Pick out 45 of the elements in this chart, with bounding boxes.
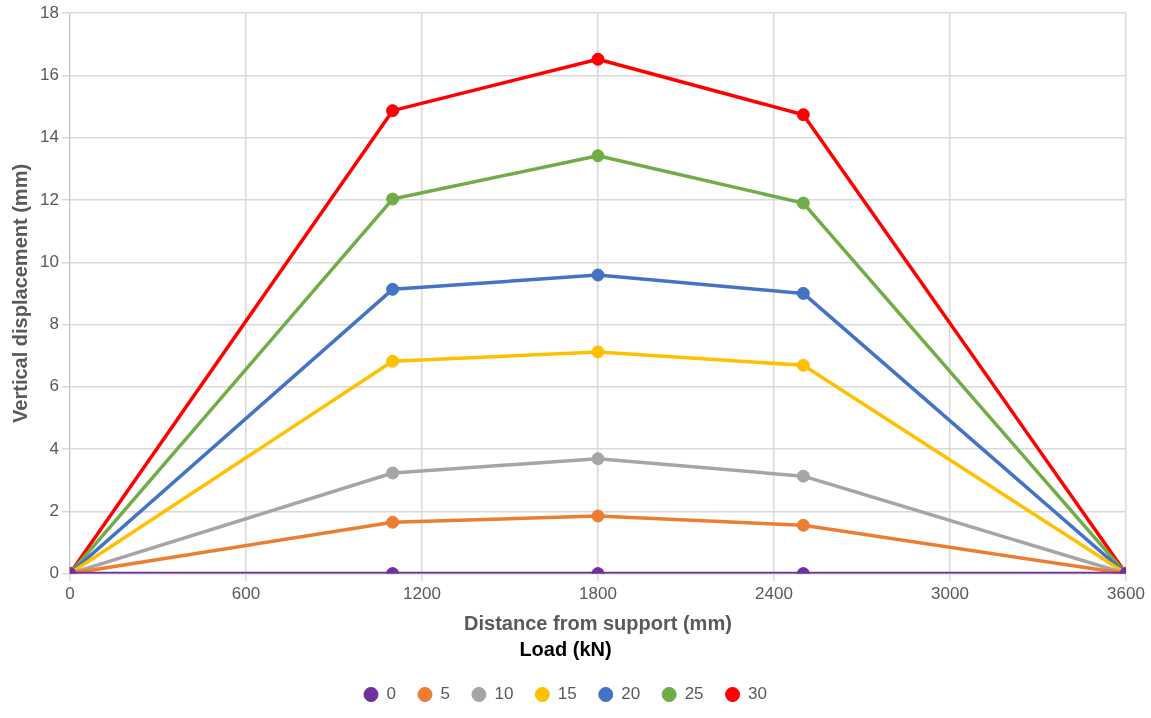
y-tick-label: 6 bbox=[49, 376, 59, 396]
point bbox=[386, 354, 400, 368]
point bbox=[796, 196, 810, 210]
y-tick-label: 16 bbox=[39, 65, 59, 85]
point bbox=[591, 268, 605, 282]
point bbox=[796, 358, 810, 372]
x-tick-label: 0 bbox=[65, 584, 75, 604]
point bbox=[591, 452, 605, 466]
legend-label: 20 bbox=[621, 684, 641, 704]
y-axis-title: Vertical displacement (mm) bbox=[8, 163, 31, 423]
point bbox=[386, 466, 400, 480]
legend-label: 25 bbox=[684, 684, 704, 704]
y-tick-label: 8 bbox=[49, 314, 59, 334]
point bbox=[386, 515, 400, 529]
point bbox=[591, 345, 605, 359]
legend-label: 0 bbox=[386, 684, 396, 704]
point bbox=[386, 282, 400, 296]
point bbox=[591, 149, 605, 163]
point bbox=[796, 518, 810, 532]
x-axis-title: Distance from support (mm) bbox=[464, 611, 732, 634]
point bbox=[796, 469, 810, 483]
point bbox=[591, 52, 605, 66]
y-tick-label: 0 bbox=[49, 563, 59, 583]
y-tick-label: 18 bbox=[39, 2, 59, 22]
y-tick-label: 12 bbox=[39, 189, 59, 209]
point bbox=[796, 286, 810, 300]
legend-label: 10 bbox=[494, 684, 514, 704]
x-tick-label: 1200 bbox=[403, 584, 441, 604]
point bbox=[386, 192, 400, 206]
y-tick-label: 4 bbox=[49, 438, 59, 458]
legend-label: 5 bbox=[440, 684, 450, 704]
x-tick-label: 600 bbox=[231, 584, 261, 604]
x-tick-label: 2400 bbox=[755, 584, 793, 604]
legend-title: Load (kN) bbox=[519, 637, 612, 660]
y-tick-label: 14 bbox=[39, 127, 59, 147]
point bbox=[796, 108, 810, 122]
point bbox=[386, 104, 400, 118]
x-tick-label: 3000 bbox=[931, 584, 969, 604]
x-tick-label: 3600 bbox=[1107, 584, 1145, 604]
y-tick-label: 2 bbox=[49, 501, 59, 521]
legend-label: 30 bbox=[748, 684, 767, 704]
x-tick-label: 1800 bbox=[579, 584, 617, 604]
point bbox=[591, 509, 605, 523]
legend-label: 15 bbox=[557, 684, 577, 704]
y-tick-label: 10 bbox=[39, 251, 59, 271]
